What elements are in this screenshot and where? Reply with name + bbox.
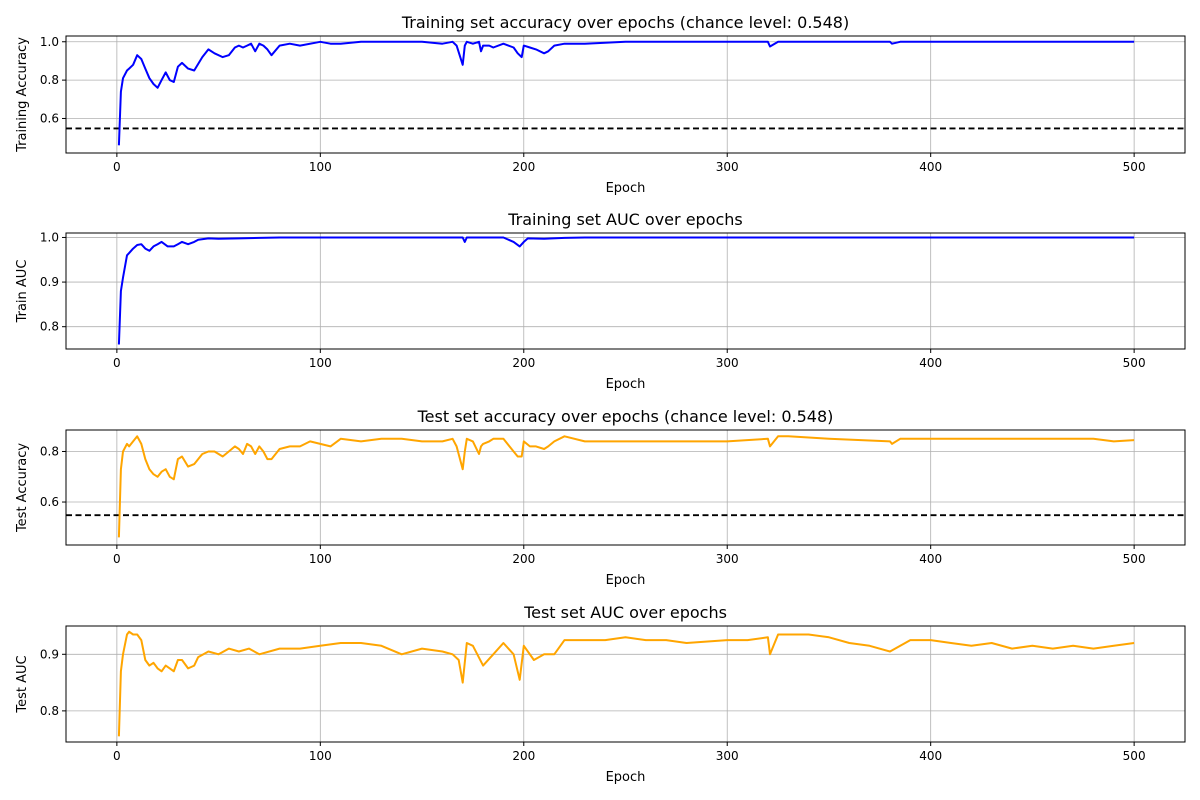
- series-line-1: [117, 435, 1135, 538]
- x-tick-label: 200: [512, 356, 535, 370]
- y-tick-label: 0.9: [40, 275, 59, 289]
- x-tick-label: 300: [716, 356, 739, 370]
- x-tick-label: 0: [113, 552, 121, 566]
- series-line-1: [117, 630, 1135, 737]
- y-tick-label: 0.9: [40, 647, 59, 661]
- x-tick-label: 100: [309, 356, 332, 370]
- subplot-4: 0 100 200 300 400 500 0.8 0.9 Test set AUC over …: [15, 603, 1186, 785]
- x-tick-label: 400: [919, 356, 942, 370]
- y-axis-label: Test AUC: [15, 655, 30, 713]
- x-tick-label: 100: [309, 160, 332, 174]
- x-axis-label: Epoch: [606, 181, 646, 196]
- x-tick-label: 100: [309, 552, 332, 566]
- plot-frame: [65, 429, 1186, 546]
- y-tick-label: 0.8: [40, 73, 59, 87]
- x-axis-label: Epoch: [606, 573, 646, 588]
- subplot-title: Training set accuracy over epochs (chanc…: [401, 13, 849, 32]
- x-tick-label: 100: [309, 749, 332, 763]
- y-axis-label: Training Accuracy: [15, 37, 30, 153]
- subplot-3: 0 100 200 300 400 500 0.6 0.8 Test set accuracy …: [15, 407, 1186, 588]
- x-axis-label: Epoch: [606, 377, 646, 392]
- series-line-1: [117, 236, 1135, 345]
- x-tick-label: 200: [512, 749, 535, 763]
- x-tick-label: 500: [1123, 160, 1146, 174]
- x-tick-label: 500: [1123, 552, 1146, 566]
- x-tick-label: 400: [919, 160, 942, 174]
- plot-frame: [65, 625, 1186, 743]
- y-axis-label: Train AUC: [15, 260, 30, 324]
- subplot-1: 0 100 200 300 400 500 0.6 0.8 1.0 Training set ac…: [15, 13, 1186, 196]
- y-tick-label: 0.8: [40, 320, 59, 334]
- plot-frame: [65, 35, 1186, 154]
- x-tick-label: 500: [1123, 749, 1146, 763]
- x-tick-label: 300: [716, 552, 739, 566]
- x-tick-label: 500: [1123, 356, 1146, 370]
- x-tick-label: 200: [512, 552, 535, 566]
- series-line-1: [117, 40, 1135, 146]
- subplot-title: Test set accuracy over epochs (chance le…: [417, 407, 834, 426]
- y-tick-label: 1.0: [40, 35, 59, 49]
- subplot-title: Training set AUC over epochs: [507, 210, 743, 229]
- plot-frame: [65, 232, 1186, 350]
- y-tick-label: 1.0: [40, 230, 59, 244]
- x-tick-label: 400: [919, 552, 942, 566]
- x-tick-label: 0: [113, 749, 121, 763]
- y-tick-label: 0.6: [40, 111, 59, 125]
- y-tick-label: 0.6: [40, 495, 59, 509]
- x-tick-label: 200: [512, 160, 535, 174]
- x-tick-label: 300: [716, 749, 739, 763]
- y-axis-label: Test Accuracy: [15, 443, 30, 533]
- y-tick-label: 0.8: [40, 704, 59, 718]
- x-tick-label: 0: [113, 356, 121, 370]
- x-tick-label: 300: [716, 160, 739, 174]
- subplot-title: Test set AUC over epochs: [523, 603, 727, 622]
- x-axis-label: Epoch: [606, 770, 646, 785]
- x-tick-label: 0: [113, 160, 121, 174]
- x-tick-label: 400: [919, 749, 942, 763]
- y-tick-label: 0.8: [40, 444, 59, 458]
- subplot-2: 0 100 200 300 400 500 0.8 0.9 1.0 Training set AU…: [15, 210, 1186, 392]
